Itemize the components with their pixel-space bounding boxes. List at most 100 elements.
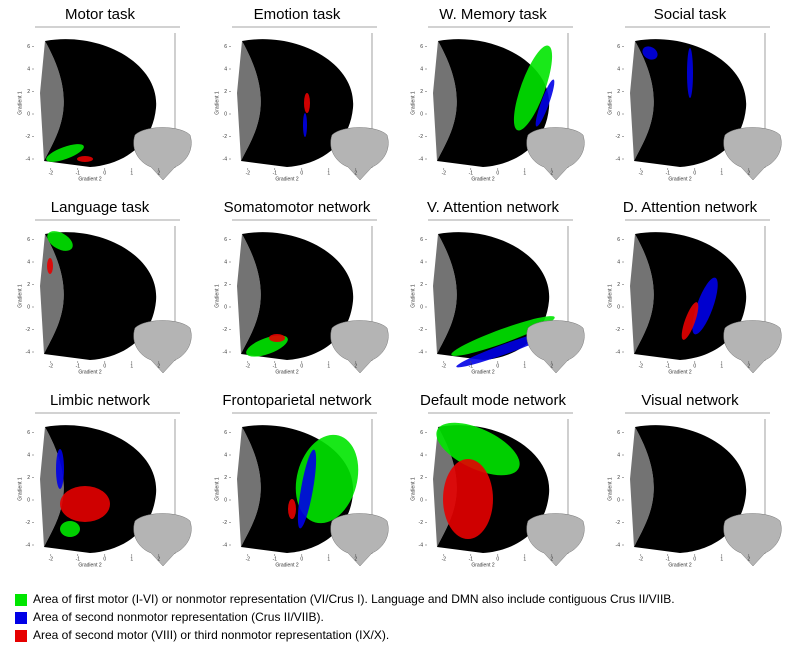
- x-axis-label: Gradient 2: [668, 369, 692, 375]
- y-tick-label: -4: [419, 349, 424, 355]
- y-tick-label: -2: [26, 520, 31, 526]
- x-tick-label: 2: [157, 363, 160, 369]
- y-tick-label: -4: [419, 542, 424, 548]
- x-tick-label: -1: [76, 363, 81, 369]
- x-tick-label: -1: [273, 556, 278, 562]
- y-tick-label: 2: [224, 89, 227, 95]
- y-tick-label: 6: [27, 44, 30, 50]
- point-cloud: [241, 39, 354, 168]
- x-tick-label: 1: [327, 556, 330, 562]
- cerebellum-icon: [330, 127, 389, 181]
- x-axis-label: Gradient 2: [275, 562, 299, 568]
- x-tick-label: -2: [442, 556, 447, 562]
- x-tick-label: 1: [523, 556, 526, 562]
- point-cloud-sparse: [237, 427, 261, 547]
- x-tick-label: 1: [327, 363, 330, 369]
- y-tick-label: 4: [420, 259, 423, 265]
- point-cloud: [44, 39, 157, 168]
- x-tick-label: 0: [300, 363, 303, 369]
- y-tick-label: -4: [223, 542, 228, 548]
- y-tick-label: -2: [419, 520, 424, 526]
- y-tick-label: 4: [617, 259, 620, 265]
- y-tick-label: 0: [27, 497, 30, 503]
- x-axis-label: Gradient 2: [78, 176, 102, 182]
- cerebellum-icon: [330, 320, 389, 374]
- panel-title: Motor task: [65, 6, 136, 23]
- highlight: [692, 277, 718, 335]
- y-tick-label: 4: [27, 259, 30, 265]
- y-tick-label: 2: [224, 282, 227, 288]
- x-tick-label: 1: [720, 556, 723, 562]
- point-cloud: [437, 39, 550, 168]
- y-tick-label: 6: [27, 430, 30, 436]
- y-tick-label: -4: [26, 349, 31, 355]
- highlight: [535, 79, 555, 127]
- point-cloud: [44, 425, 157, 553]
- panel-title: D. Attention network: [623, 199, 758, 216]
- y-tick-label: 0: [617, 497, 620, 503]
- cerebellum-icon: [723, 127, 782, 181]
- y-tick-label: 4: [224, 259, 227, 265]
- y-tick-label: 6: [224, 44, 227, 50]
- y-tick-label: 2: [420, 89, 423, 95]
- y-axis-label: Gradient 1: [17, 477, 23, 501]
- x-axis-label: Gradient 2: [275, 176, 299, 182]
- panel: Limbic network -2 -1 0 1 2 -4 -2 0 2 4 6 Gradient 2 G…: [17, 392, 192, 568]
- x-tick-label: -2: [246, 170, 251, 176]
- y-tick-label: 4: [27, 452, 30, 458]
- x-tick-label: -2: [442, 363, 447, 369]
- highlight: [46, 144, 84, 162]
- y-tick-label: -4: [26, 156, 31, 162]
- y-tick-label: 0: [224, 304, 227, 310]
- x-tick-label: -2: [639, 363, 644, 369]
- cerebellum-icon: [723, 513, 782, 567]
- y-tick-label: -2: [419, 327, 424, 333]
- x-tick-label: 1: [130, 170, 133, 176]
- y-axis-label: Gradient 1: [214, 477, 220, 501]
- x-tick-label: 2: [747, 363, 750, 369]
- x-tick-label: -1: [469, 170, 474, 176]
- y-tick-label: 6: [420, 237, 423, 243]
- panel: Default mode network -2 -1 0 1 2 -4 -2 0 2 4 6 Gradi…: [410, 392, 585, 568]
- x-tick-label: 1: [327, 170, 330, 176]
- x-tick-label: 0: [693, 556, 696, 562]
- x-tick-label: -1: [666, 556, 671, 562]
- y-tick-label: -2: [223, 327, 228, 333]
- y-axis-label: Gradient 1: [607, 477, 613, 501]
- y-tick-label: 4: [224, 452, 227, 458]
- x-tick-label: -2: [49, 170, 54, 176]
- panel: Visual network -2 -1 0 1 2 -4 -2 0 2 4 6 Gradient 2 G…: [607, 392, 782, 568]
- y-tick-label: -2: [223, 134, 228, 140]
- panel-title: Social task: [654, 6, 727, 23]
- x-tick-label: 0: [103, 363, 106, 369]
- y-axis-label: Gradient 1: [214, 284, 220, 308]
- legend-swatch: [15, 612, 27, 624]
- cerebellum-icon: [133, 127, 192, 181]
- x-tick-label: 0: [300, 170, 303, 176]
- x-tick-label: -1: [76, 556, 81, 562]
- legend-label: Area of second motor (VIII) or third non…: [33, 628, 389, 642]
- x-tick-label: 0: [300, 556, 303, 562]
- point-cloud-sparse: [40, 234, 64, 354]
- y-tick-label: -4: [26, 542, 31, 548]
- y-tick-label: -4: [616, 349, 621, 355]
- y-axis-label: Gradient 1: [607, 284, 613, 308]
- panel: Social task -2 -1 0 1 2 -4 -2 0 2 4 6 Gradient 2 Grad…: [607, 6, 782, 182]
- y-tick-label: 6: [420, 430, 423, 436]
- highlight: [269, 334, 285, 342]
- y-tick-label: 0: [27, 304, 30, 310]
- y-axis-label: Gradient 1: [410, 91, 416, 115]
- x-tick-label: 0: [496, 170, 499, 176]
- x-tick-label: -1: [273, 170, 278, 176]
- x-tick-label: 1: [130, 556, 133, 562]
- y-tick-label: 2: [617, 282, 620, 288]
- y-tick-label: 2: [617, 475, 620, 481]
- y-tick-label: -4: [223, 349, 228, 355]
- point-cloud: [634, 39, 747, 168]
- x-tick-label: -2: [639, 556, 644, 562]
- panel-title: Limbic network: [50, 392, 151, 409]
- legend-label: Area of first motor (I-VI) or nonmotor r…: [33, 592, 675, 606]
- x-tick-label: -2: [246, 363, 251, 369]
- y-tick-label: 2: [27, 475, 30, 481]
